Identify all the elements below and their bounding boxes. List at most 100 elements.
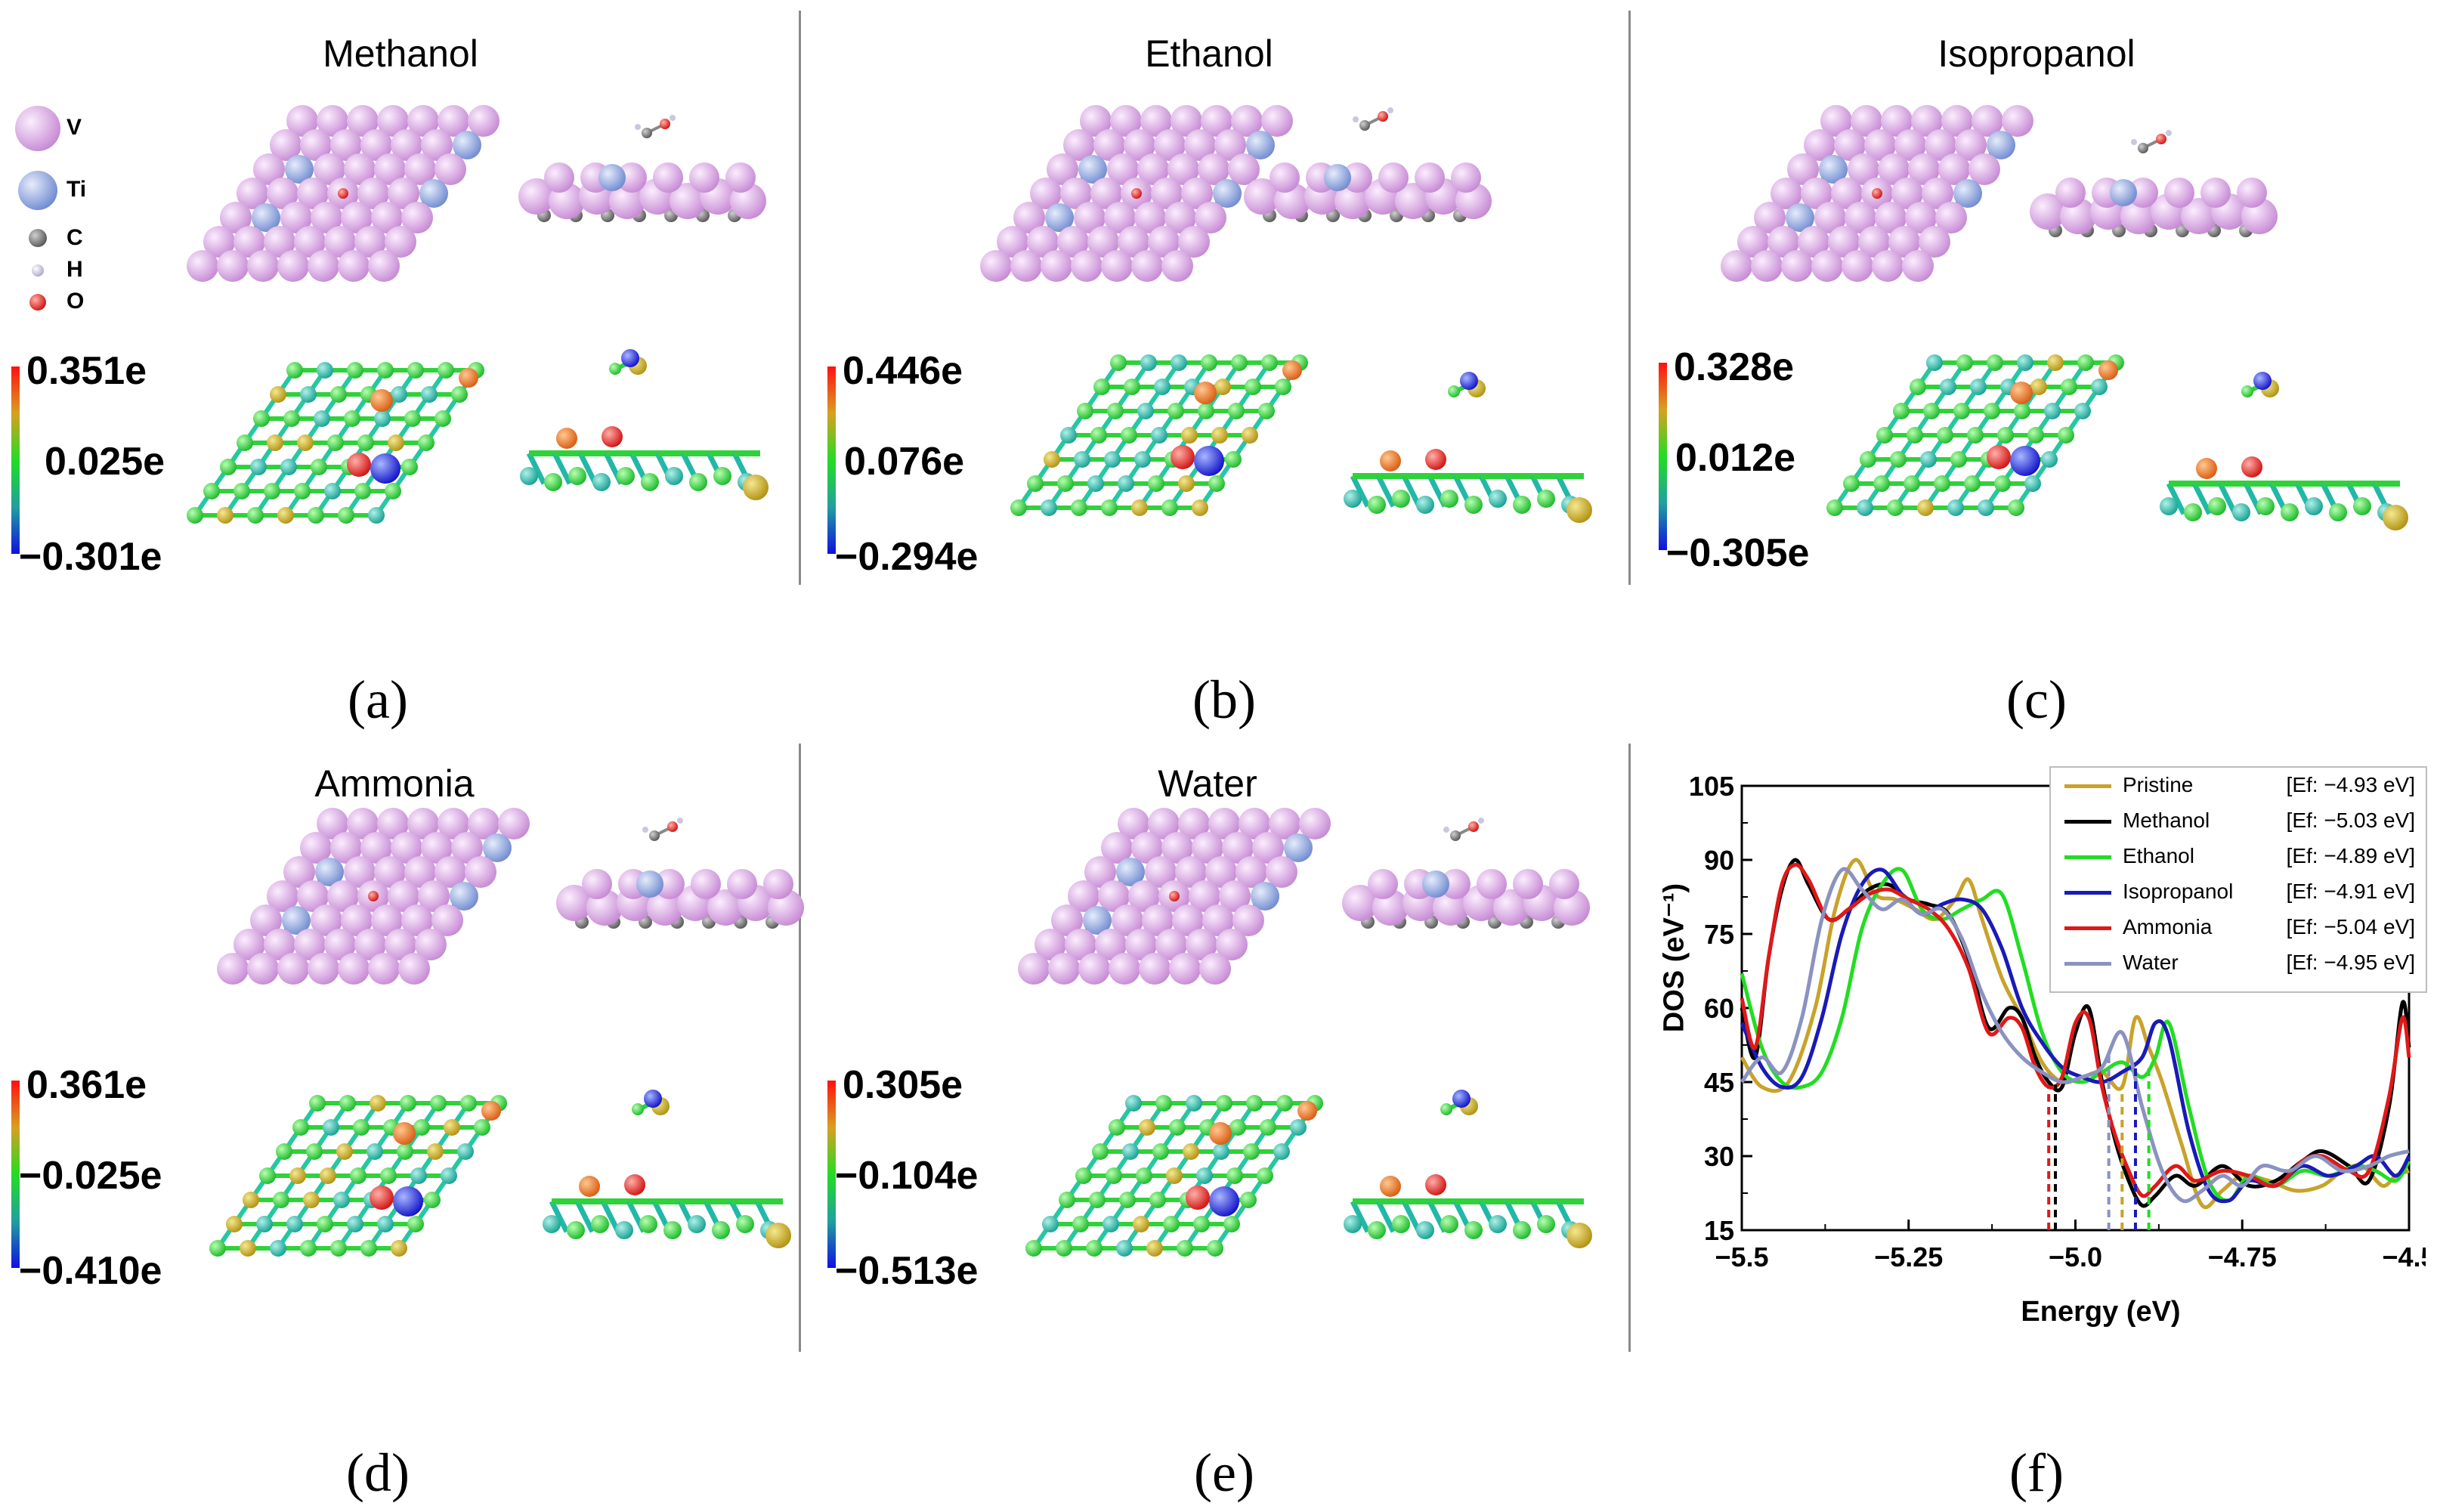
charged-atom <box>1448 385 1460 397</box>
oxygen-atom <box>2156 134 2166 144</box>
charged-atom <box>1997 427 2014 444</box>
charged-atom <box>1242 427 1258 444</box>
charged-atom <box>1940 379 1956 395</box>
vanadium-atom <box>1368 869 1398 899</box>
charged-atom <box>306 1143 323 1160</box>
vanadium-atom <box>1781 250 1813 282</box>
vanadium-atom <box>308 250 339 282</box>
legend-name-water: Water <box>2123 951 2179 974</box>
titanium-atom <box>1083 906 1112 935</box>
vanadium-atom <box>311 202 342 233</box>
charged-atom <box>1214 379 1231 395</box>
charged-atom <box>1178 475 1195 492</box>
charged-atom <box>1207 1240 1223 1257</box>
atom-ti-marker <box>18 171 57 210</box>
charged-atom <box>2058 427 2074 444</box>
charged-atom <box>327 434 344 451</box>
vanadium-atom <box>1118 808 1149 839</box>
vanadium-atom <box>1181 178 1213 209</box>
charged-atom <box>1416 1221 1434 1239</box>
panel-b-charge-adsorbate <box>1448 372 1486 397</box>
vanadium-atom <box>237 178 268 209</box>
panel-d-adsorbate <box>642 818 683 841</box>
vanadium-atom <box>267 880 298 912</box>
vanadium-atom <box>1261 105 1293 137</box>
charged-atom <box>1131 499 1148 516</box>
vanadium-atom <box>1935 202 1967 233</box>
titanium-atom <box>419 179 448 208</box>
vanadium-atom <box>391 832 422 864</box>
vanadium-atom <box>314 153 345 185</box>
charged-atom <box>1566 1223 1592 1248</box>
titanium-atom <box>2110 179 2137 206</box>
charged-atom <box>243 1192 259 1208</box>
charged-atom <box>393 1122 416 1145</box>
vanadium-atom <box>347 808 379 839</box>
vanadium-atom <box>277 250 309 282</box>
vanadium-atom <box>1060 178 1092 209</box>
bond <box>526 452 547 485</box>
charged-atom <box>621 349 639 367</box>
vanadium-atom <box>1941 105 1973 137</box>
charged-atom <box>1890 451 1907 468</box>
vanadium-atom <box>1148 808 1180 839</box>
vanadium-atom <box>1938 153 1970 185</box>
vanadium-atom <box>1175 856 1207 888</box>
charged-atom <box>1116 1240 1133 1257</box>
legend-line-isopropanol <box>2064 891 2111 895</box>
charged-atom <box>1075 1167 1092 1184</box>
charged-atom <box>435 410 451 427</box>
charged-atom <box>567 1221 585 1239</box>
charged-atom <box>1967 427 1984 444</box>
colorbar-c: 0.328e 0.012e −0.305e <box>1659 345 1840 575</box>
dos-fermi-lines <box>2047 1056 2151 1230</box>
charged-atom <box>1380 1176 1401 1197</box>
vanadium-atom <box>311 904 342 936</box>
titanium-atom <box>1987 131 2015 159</box>
colorbar-e-gradient <box>827 1081 836 1268</box>
charged-atom <box>247 507 264 524</box>
charged-atom <box>1090 427 1107 444</box>
vanadium-atom <box>1232 904 1264 936</box>
charged-atom <box>1101 499 1118 516</box>
vanadium-atom <box>1095 929 1127 960</box>
bond <box>549 1200 570 1233</box>
charged-atom <box>424 1192 441 1208</box>
hydrogen-atom <box>635 124 641 130</box>
charged-atom <box>250 459 267 475</box>
charged-atom <box>336 1143 353 1160</box>
charged-atom <box>357 434 374 451</box>
charged-atom <box>644 1090 662 1108</box>
vanadium-atom <box>1034 929 1066 960</box>
vanadium-atom <box>1145 856 1177 888</box>
charged-atom <box>1134 451 1151 468</box>
charged-atom <box>407 362 424 379</box>
charged-atom <box>401 459 418 475</box>
vanadium-atom <box>707 889 744 926</box>
panel-b-adsorbate <box>1353 107 1393 131</box>
charged-atom <box>320 1167 336 1184</box>
vanadium-atom <box>385 226 416 258</box>
charged-atom <box>2008 499 2024 516</box>
hydrogen-atom <box>2166 130 2172 136</box>
titanium-atom <box>285 155 314 184</box>
legend-row-pristine: Pristine [Ef: −4.93 eV] <box>2051 768 2426 804</box>
charged-atom <box>2091 379 2108 395</box>
carbon-atom <box>649 830 660 841</box>
panel-a-charge-top <box>187 362 484 524</box>
legend-line-methanol <box>2064 820 2111 824</box>
panel-c-adsorbate <box>2131 130 2172 153</box>
charged-atom <box>2074 403 2091 419</box>
vanadium-atom <box>2030 193 2066 230</box>
panel-b-label: (b) <box>1192 669 1256 730</box>
vanadium-atom <box>1902 250 1934 282</box>
charged-atom <box>2014 403 2030 419</box>
atom-c-marker <box>29 229 47 247</box>
charged-atom <box>1201 354 1217 371</box>
vanadium-atom <box>654 869 685 899</box>
vanadium-atom <box>300 832 332 864</box>
vanadium-atom <box>1013 202 1045 233</box>
dos-series-lines <box>1740 858 2411 1210</box>
titanium-atom <box>483 833 512 862</box>
charged-atom <box>1106 1167 1122 1184</box>
